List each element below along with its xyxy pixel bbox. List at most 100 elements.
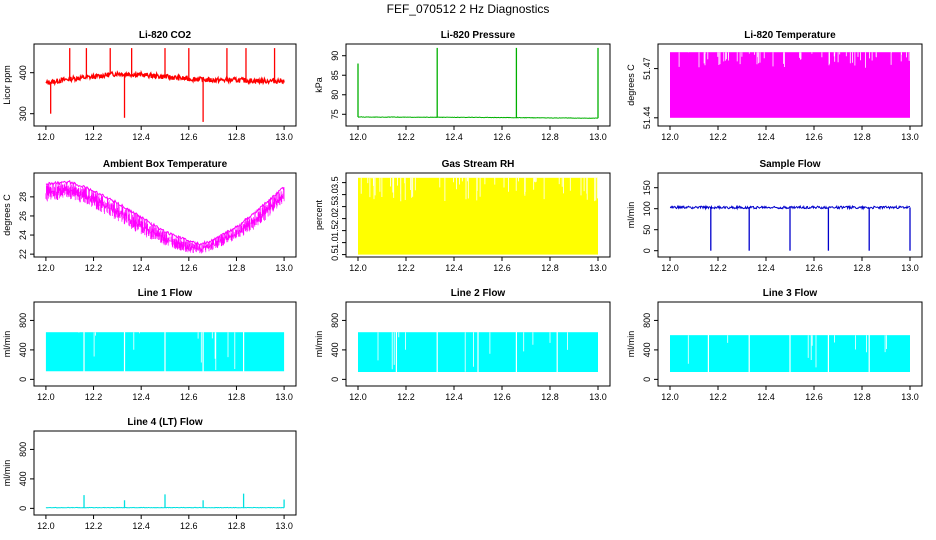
panel-title: Line 3 Flow (763, 288, 818, 299)
x-tick-label: 13.0 (275, 521, 293, 531)
y-tick-label: 0 (642, 248, 652, 253)
plot-area (45, 493, 285, 509)
x-tick-label: 12.2 (85, 392, 103, 402)
x-tick-label: 12.6 (493, 132, 511, 142)
x-tick-label: 13.0 (901, 132, 919, 142)
y-tick-label: 0 (642, 377, 652, 382)
x-tick-label: 12.0 (349, 392, 367, 402)
panel-10: Line 4 (LT) Flow ml/min 12.0 12.2 12.4 12.6 12… (2, 417, 297, 531)
plot-area (357, 47, 599, 119)
x-tick-label: 12.8 (228, 263, 246, 273)
y-tick-label: 800 (642, 313, 652, 328)
x-tick-label: 12.0 (37, 392, 55, 402)
panel-frame (33, 172, 297, 258)
y-tick-label: 1.5 (330, 224, 340, 237)
y-tick-label: 50 (642, 225, 652, 235)
panel-5: Gas Stream RH percent 12.0 12.2 12.4 12.6 12.8… (314, 159, 611, 273)
band-fill (670, 52, 910, 118)
band-texture (377, 332, 568, 372)
panel-title: Li-820 Temperature (744, 30, 836, 41)
x-tick-label: 12.0 (661, 263, 679, 273)
x-tick-label: 13.0 (901, 392, 919, 402)
y-axis-label: percent (314, 199, 324, 230)
x-tick-label: 13.0 (275, 392, 293, 402)
x-tick-label: 12.6 (180, 392, 198, 402)
x-tick-label: 12.2 (709, 263, 727, 273)
y-tick-label: 28 (18, 192, 28, 202)
y-tick-label: 400 (18, 471, 28, 486)
y-tick-label: 0 (18, 377, 28, 382)
plot-area (669, 204, 911, 251)
y-tick-label: 51.47 (642, 57, 652, 80)
panel-frame (33, 43, 297, 127)
x-tick-label: 12.2 (709, 132, 727, 142)
plot-area (358, 177, 598, 255)
panel-frame (33, 301, 297, 387)
x-tick-label: 12.2 (397, 392, 415, 402)
y-tick-label: 2.5 (330, 200, 340, 213)
x-tick-label: 12.4 (757, 132, 775, 142)
x-tick-label: 12.6 (493, 263, 511, 273)
panel-title: Line 4 (LT) Flow (127, 417, 203, 428)
figure-title: FEF_070512 2 Hz Diagnostics (387, 2, 550, 16)
panel-title: Gas Stream RH (442, 159, 515, 170)
x-tick-label: 12.2 (85, 263, 103, 273)
x-tick-label: 12.4 (132, 392, 150, 402)
panel-frame (657, 172, 923, 258)
x-tick-label: 12.8 (228, 521, 246, 531)
x-tick-label: 13.0 (589, 392, 607, 402)
y-tick-label: 3.0 (330, 188, 340, 201)
x-tick-label: 12.8 (541, 392, 559, 402)
x-tick-label: 13.0 (275, 263, 293, 273)
y-tick-label: 0 (330, 377, 340, 382)
plot-area (45, 48, 285, 122)
y-tick-label: 400 (18, 65, 28, 80)
band-texture (360, 177, 598, 202)
y-axis-label: degrees C (2, 194, 12, 236)
y-tick-label: 800 (330, 313, 340, 328)
x-tick-label: 12.4 (757, 263, 775, 273)
y-axis-label: ml/min (626, 202, 636, 229)
y-tick-label: 75 (330, 109, 340, 119)
panel-title: Sample Flow (759, 159, 820, 170)
panel-title: Li-820 Pressure (441, 30, 516, 41)
panel-frame (345, 301, 611, 387)
panel-frame (345, 172, 611, 258)
y-tick-label: 400 (642, 342, 652, 357)
x-tick-label: 12.0 (37, 521, 55, 531)
y-tick-label: 2.0 (330, 212, 340, 225)
x-tick-label: 12.6 (805, 263, 823, 273)
y-tick-label: 85 (330, 70, 340, 80)
y-axis-label: ml/min (626, 331, 636, 358)
y-tick-label: 150 (642, 180, 652, 195)
series-line (357, 116, 599, 119)
x-tick-label: 12.6 (493, 392, 511, 402)
y-axis-label: kPa (314, 77, 324, 93)
plot-area (670, 333, 910, 374)
panel-title: Line 2 Flow (451, 288, 506, 299)
x-tick-label: 13.0 (901, 263, 919, 273)
panel-8: Line 2 Flow ml/min 12.0 12.2 12.4 12.6 12.8 13.… (314, 288, 611, 402)
y-tick-label: 51.44 (642, 107, 652, 130)
x-tick-label: 12.0 (349, 263, 367, 273)
x-tick-label: 12.6 (180, 263, 198, 273)
x-tick-label: 12.4 (445, 132, 463, 142)
panels-container: Li-820 CO2 Licor ppm 12.0 12.2 12.4 12.6 12.8 1… (2, 30, 923, 531)
y-tick-label: 400 (18, 342, 28, 357)
y-tick-label: 80 (330, 90, 340, 100)
band-fill (358, 177, 598, 255)
y-tick-label: 0.5 (330, 248, 340, 261)
x-tick-label: 12.8 (853, 392, 871, 402)
x-tick-label: 12.8 (853, 132, 871, 142)
plot-area (45, 330, 285, 374)
y-tick-label: 26 (18, 211, 28, 221)
panel-title: Ambient Box Temperature (103, 159, 228, 170)
panel-title: Line 1 Flow (138, 288, 193, 299)
x-tick-label: 12.8 (541, 263, 559, 273)
x-tick-label: 12.4 (445, 392, 463, 402)
x-tick-label: 12.8 (541, 132, 559, 142)
y-tick-label: 1.0 (330, 236, 340, 249)
y-axis-label: ml/min (2, 460, 12, 487)
x-tick-label: 12.0 (661, 392, 679, 402)
x-tick-label: 12.4 (132, 263, 150, 273)
